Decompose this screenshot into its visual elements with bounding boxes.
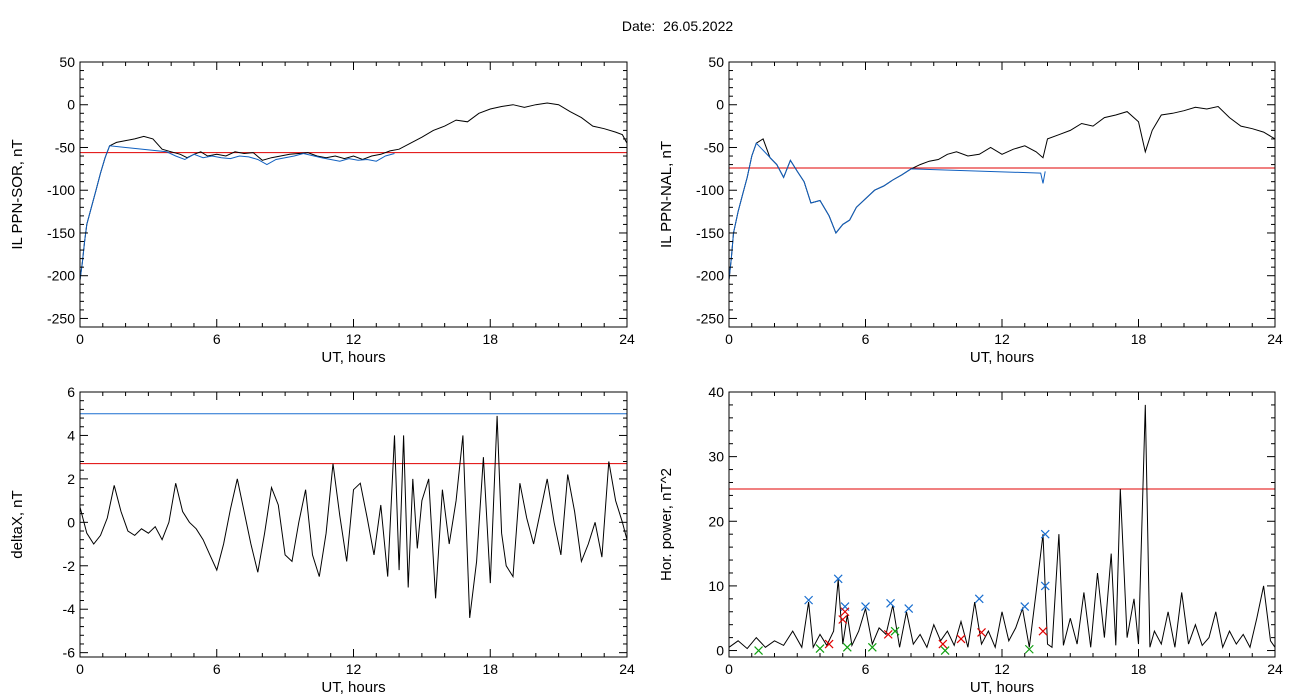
y-tick-label: 10 xyxy=(708,578,724,594)
x-tick-label: 6 xyxy=(213,661,221,677)
date-label: Date: xyxy=(621,18,656,34)
x-tick-label: 0 xyxy=(725,661,733,677)
marker-red xyxy=(824,639,834,649)
y-tick-label: -250 xyxy=(47,310,75,326)
y-tick-label: -4 xyxy=(63,601,76,617)
y-tick-label: -100 xyxy=(696,182,724,198)
x-tick-label: 12 xyxy=(346,661,362,677)
data-series-line xyxy=(79,415,628,618)
panel-hor-power: 0 6 12 18 24 0 10 20 30 40 UT, hours Hor. power, nT… xyxy=(658,384,1283,696)
x-tick-label: 18 xyxy=(1131,331,1147,347)
y-tick-label: 50 xyxy=(708,54,724,70)
marker-red xyxy=(938,639,948,649)
x-tick-label: 24 xyxy=(619,331,635,347)
marker-red xyxy=(956,634,966,644)
marker-green xyxy=(867,642,877,652)
y-tick-label: 0 xyxy=(716,643,724,659)
data-series-line xyxy=(728,404,1276,650)
page-title: Date: 26.05.2022 xyxy=(0,18,1300,34)
x-tick-label: 0 xyxy=(76,661,84,677)
y-tick-label: -200 xyxy=(696,268,724,284)
x-tick-label: 6 xyxy=(213,331,221,347)
marker-blue xyxy=(886,598,895,608)
y-tick-label: 30 xyxy=(708,449,724,465)
y-tick-label: 0 xyxy=(716,97,724,113)
y-tick-label: 20 xyxy=(708,513,724,529)
y-tick-label: -150 xyxy=(696,225,724,241)
plot-frame xyxy=(728,61,1276,328)
y-axis-label: IL PPN-NAL, nT xyxy=(658,141,675,248)
x-tick-label: 24 xyxy=(1267,331,1283,347)
marker-blue xyxy=(1040,529,1050,539)
date-value: 26.05.2022 xyxy=(663,18,734,34)
x-tick-label: 0 xyxy=(76,331,84,347)
y-axis-label: IL PPN-SOR, nT xyxy=(9,139,26,249)
x-axis-label: UT, hours xyxy=(970,679,1034,696)
marker-red xyxy=(838,615,848,624)
marker-blue xyxy=(833,574,843,584)
marker-blue xyxy=(974,594,984,604)
highlight-series-line xyxy=(728,142,1046,281)
y-tick-label: -200 xyxy=(47,268,75,284)
y-tick-label: -2 xyxy=(63,558,76,574)
marker-green xyxy=(842,642,852,652)
data-series-line xyxy=(79,102,628,281)
x-tick-label: 12 xyxy=(994,661,1010,677)
y-tick-label: -100 xyxy=(47,182,75,198)
marker-green xyxy=(754,646,763,655)
plot-frame xyxy=(79,391,628,658)
x-tick-label: 6 xyxy=(862,331,870,347)
y-tick-label: 0 xyxy=(67,97,75,113)
marker-red xyxy=(1038,626,1048,636)
highlight-series-line xyxy=(79,145,395,281)
marker-green xyxy=(940,646,950,655)
y-tick-label: -50 xyxy=(55,139,75,155)
marker-blue xyxy=(1040,581,1050,591)
plot-frame xyxy=(728,391,1276,658)
y-tick-label: -250 xyxy=(696,310,724,326)
x-tick-label: 0 xyxy=(725,331,733,347)
y-tick-label: 50 xyxy=(59,54,75,70)
x-tick-label: 18 xyxy=(1131,661,1147,677)
y-tick-label: 0 xyxy=(67,514,75,530)
y-tick-label: -6 xyxy=(63,645,76,661)
marker-red xyxy=(840,607,850,617)
y-tick-label: 4 xyxy=(67,427,75,443)
y-tick-label: 2 xyxy=(67,471,75,487)
y-axis-label: deltaX, nT xyxy=(9,490,26,558)
x-tick-label: 18 xyxy=(482,331,498,347)
x-tick-label: 12 xyxy=(994,331,1010,347)
panel-ppn-sor: 0 6 12 18 24 -250 -200 -150 -100 -50 0 50 UT, hours I… xyxy=(9,54,635,366)
marker-green xyxy=(890,626,900,636)
panel-ppn-nal: 0 6 12 18 24 -250 -200 -150 -100 -50 0 50 UT, hours I… xyxy=(658,54,1283,366)
y-axis-label: Hor. power, nT^2 xyxy=(658,468,675,581)
data-series-line xyxy=(728,105,1276,281)
x-tick-label: 18 xyxy=(482,661,498,677)
x-tick-label: 24 xyxy=(619,661,635,677)
y-tick-label: -50 xyxy=(704,139,724,155)
marker-blue xyxy=(904,604,914,613)
marker-blue xyxy=(1020,602,1030,612)
y-tick-label: -150 xyxy=(47,225,75,241)
plot-frame xyxy=(79,61,628,328)
x-axis-label: UT, hours xyxy=(970,349,1034,366)
marker-green xyxy=(1024,644,1034,654)
y-tick-label: 40 xyxy=(708,384,724,400)
y-tick-label: 6 xyxy=(67,384,75,400)
marker-red xyxy=(883,629,893,639)
marker-green xyxy=(815,644,825,654)
x-tick-label: 6 xyxy=(862,661,870,677)
x-tick-label: 12 xyxy=(346,331,362,347)
x-tick-label: 24 xyxy=(1267,661,1283,677)
x-axis-label: UT, hours xyxy=(321,679,385,696)
marker-blue xyxy=(861,602,870,612)
marker-red xyxy=(977,628,986,637)
marker-blue xyxy=(804,595,814,605)
x-axis-label: UT, hours xyxy=(321,349,385,366)
